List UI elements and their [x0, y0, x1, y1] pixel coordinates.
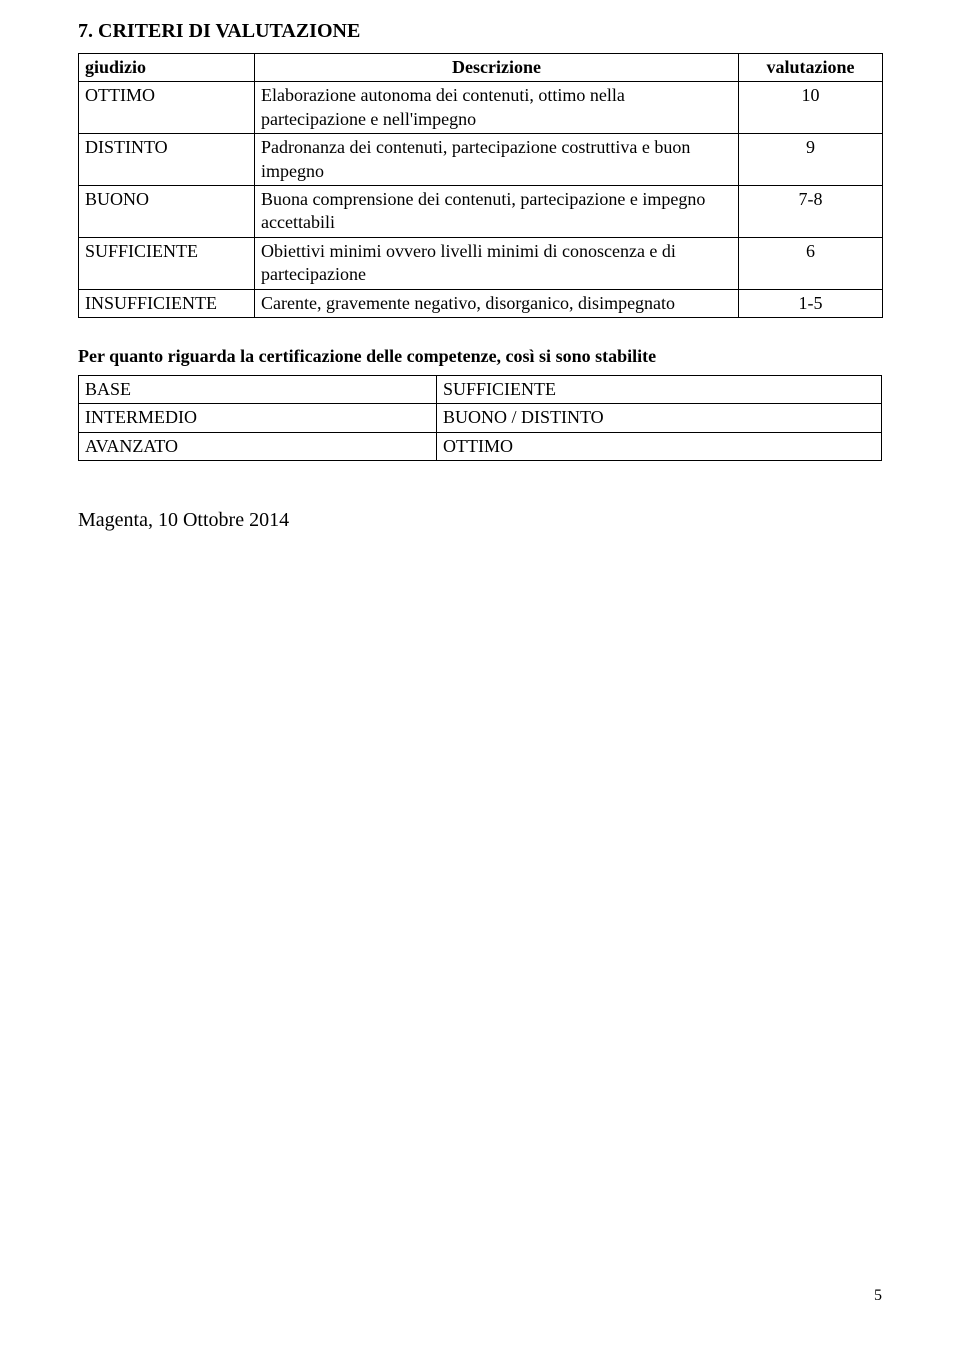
- header-valutazione: valutazione: [739, 54, 883, 82]
- cell-grade: OTTIMO: [437, 432, 882, 460]
- table-row: INSUFFICIENTE Carente, gravemente negati…: [79, 289, 883, 317]
- table-header-row: giudizio Descrizione valutazione: [79, 54, 883, 82]
- header-giudizio: giudizio: [79, 54, 255, 82]
- cell-valutazione: 7-8: [739, 185, 883, 237]
- table-row: INTERMEDIO BUONO / DISTINTO: [79, 404, 882, 432]
- header-descrizione: Descrizione: [255, 54, 739, 82]
- cell-valutazione: 1-5: [739, 289, 883, 317]
- table-row: BUONO Buona comprensione dei contenuti, …: [79, 185, 883, 237]
- table-row: BASE SUFFICIENTE: [79, 375, 882, 403]
- cell-grade: SUFFICIENTE: [437, 375, 882, 403]
- cell-giudizio: INSUFFICIENTE: [79, 289, 255, 317]
- table-row: AVANZATO OTTIMO: [79, 432, 882, 460]
- signoff-date: Magenta, 10 Ottobre 2014: [78, 509, 882, 532]
- cell-level: INTERMEDIO: [79, 404, 437, 432]
- cell-giudizio: BUONO: [79, 185, 255, 237]
- competence-table: BASE SUFFICIENTE INTERMEDIO BUONO / DIST…: [78, 375, 882, 461]
- cell-valutazione: 6: [739, 237, 883, 289]
- cell-descrizione: Buona comprensione dei contenuti, partec…: [255, 185, 739, 237]
- table-row: DISTINTO Padronanza dei contenuti, parte…: [79, 134, 883, 186]
- cell-descrizione: Elaborazione autonoma dei contenuti, ott…: [255, 82, 739, 134]
- cell-giudizio: DISTINTO: [79, 134, 255, 186]
- page-number: 5: [874, 1287, 882, 1305]
- cell-valutazione: 10: [739, 82, 883, 134]
- cell-descrizione: Obiettivi minimi ovvero livelli minimi d…: [255, 237, 739, 289]
- criteria-table: giudizio Descrizione valutazione OTTIMO …: [78, 53, 883, 318]
- cell-giudizio: SUFFICIENTE: [79, 237, 255, 289]
- competence-subheading: Per quanto riguarda la certificazione de…: [78, 346, 882, 367]
- cell-grade: BUONO / DISTINTO: [437, 404, 882, 432]
- cell-giudizio: OTTIMO: [79, 82, 255, 134]
- cell-descrizione: Carente, gravemente negativo, disorganic…: [255, 289, 739, 317]
- cell-descrizione: Padronanza dei contenuti, partecipazione…: [255, 134, 739, 186]
- cell-level: BASE: [79, 375, 437, 403]
- section-heading: 7. CRITERI DI VALUTAZIONE: [78, 20, 882, 43]
- cell-level: AVANZATO: [79, 432, 437, 460]
- table-row: SUFFICIENTE Obiettivi minimi ovvero live…: [79, 237, 883, 289]
- table-row: OTTIMO Elaborazione autonoma dei contenu…: [79, 82, 883, 134]
- cell-valutazione: 9: [739, 134, 883, 186]
